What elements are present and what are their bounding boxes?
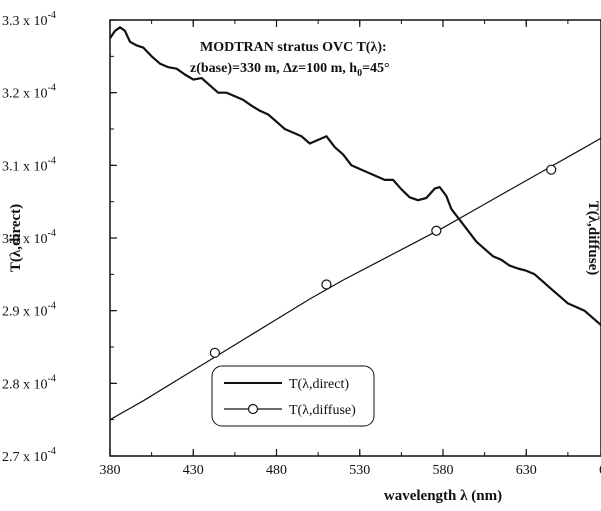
series-diffuse-marker <box>431 225 442 236</box>
y-left-tick-mantissa: 2.8 x 10 <box>2 377 48 392</box>
y-left-tick-mantissa: 3.3 x 10 <box>2 14 48 29</box>
annotation: MODTRAN stratus OVC T(λ): z(base)=330 m,… <box>190 40 390 79</box>
annotation-line-1: MODTRAN stratus OVC T(λ): <box>200 40 387 55</box>
y-left-tick-mantissa: 3.2 x 10 <box>2 87 48 102</box>
y-right-axis-title: T(λ,diffuse) <box>585 201 601 275</box>
legend-direct-label: T(λ,direct) <box>289 377 349 392</box>
x-tick-label: 380 <box>100 463 121 478</box>
annotation-part-2: Δz <box>283 61 298 76</box>
series-diffuse-marker <box>321 279 332 290</box>
y-left-tick-label: 2.8 x 10-4 <box>2 373 56 392</box>
legend-diffuse-label: T(λ,diffuse) <box>289 403 356 418</box>
y-left-tick-label: 3.2 x 10-4 <box>2 83 56 102</box>
x-tick-label: 630 <box>516 463 537 478</box>
x-tick-label: 680 <box>599 463 601 478</box>
legend-diffuse-marker <box>247 403 259 415</box>
y-left-tick-exponent: -4 <box>48 446 56 457</box>
annotation-part-1: z(base)=330 m, <box>190 61 283 76</box>
x-axis-ticks: 380430480530580630680730780 <box>100 20 601 478</box>
y-left-tick-exponent: -4 <box>48 83 56 94</box>
x-tick-label: 530 <box>349 463 370 478</box>
y-left-tick-mantissa: 3.1 x 10 <box>2 159 48 174</box>
series-direct-line <box>109 26 601 327</box>
y-left-tick-exponent: -4 <box>48 155 56 166</box>
x-tick-label: 580 <box>433 463 454 478</box>
x-tick-label: 480 <box>266 463 287 478</box>
y-left-tick-label: 2.9 x 10-4 <box>2 301 56 320</box>
y-left-tick-mantissa: 3.0 x 10 <box>2 232 48 247</box>
legend: T(λ,direct) T(λ,diffuse) <box>211 365 375 427</box>
y-left-tick-exponent: -4 <box>48 373 56 384</box>
x-axis-title: wavelength λ (nm) <box>384 488 502 504</box>
y-left-tick-mantissa: 2.7 x 10 <box>2 450 48 465</box>
annotation-line-2: z(base)=330 m, Δz=100 m, h0=45° <box>190 61 390 79</box>
y-left-tick-exponent: -4 <box>48 10 56 21</box>
y-left-tick-exponent: -4 <box>48 228 56 239</box>
annotation-part-5: =45° <box>362 61 390 76</box>
series-diffuse-marker <box>546 164 557 175</box>
series-diffuse-line <box>109 137 601 421</box>
y-left-tick-label: 3.1 x 10-4 <box>2 155 56 174</box>
annotation-part-3: =100 m, h <box>298 61 357 76</box>
y-left-tick-label: 3.3 x 10-4 <box>2 10 56 29</box>
y-left-tick-label: 2.7 x 10-4 <box>2 446 56 465</box>
annotation-part-4: 0 <box>357 68 362 79</box>
series-diffuse-marker <box>209 347 220 358</box>
y-left-tick-label: 3.0 x 10-4 <box>2 228 56 247</box>
series-layer <box>109 26 601 421</box>
x-tick-label: 430 <box>183 463 204 478</box>
y-left-axis-ticks: 2.7 x 10-42.8 x 10-42.9 x 10-43.0 x 10-4… <box>2 10 117 465</box>
y-left-tick-exponent: -4 <box>48 301 56 312</box>
y-left-axis-title: T(λ,direct) <box>8 204 24 272</box>
y-left-tick-mantissa: 2.9 x 10 <box>2 305 48 320</box>
